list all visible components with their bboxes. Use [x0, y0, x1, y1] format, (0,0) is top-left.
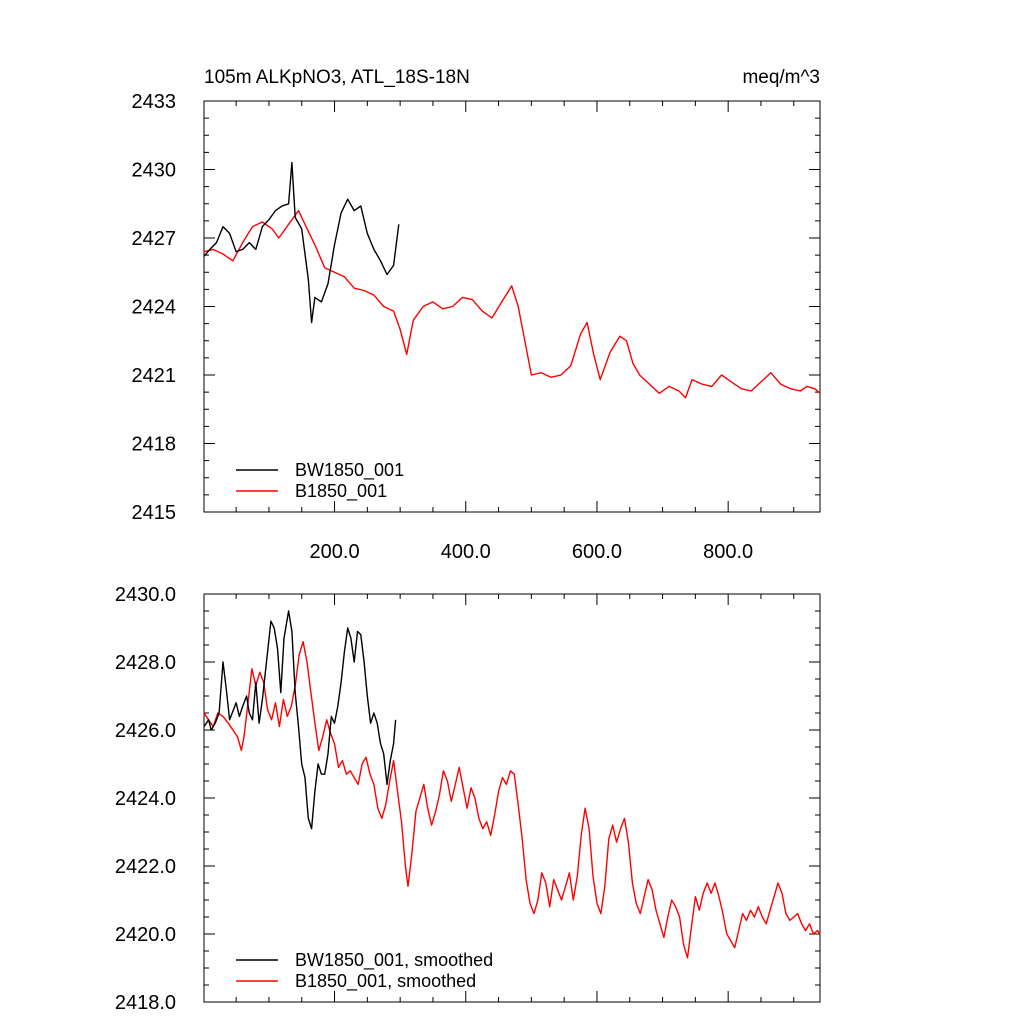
- x-tick-label: 800.0: [703, 541, 753, 563]
- plot-frame: [203, 100, 821, 513]
- x-tick-label: 400.0: [441, 541, 491, 563]
- plot-frame: [203, 593, 821, 1003]
- chart-title: 105m ALKpNO3, ATL_18S-18N: [204, 67, 470, 88]
- y-tick-label: 2430.0: [115, 584, 176, 606]
- bottom-panel: 2418.0 2420.0 2422.0 2424.0 2426.0 2428.0 2430…: [115, 584, 821, 1014]
- legend-label: B1850_001: [295, 481, 387, 502]
- y-tick-label: 2418: [132, 434, 177, 456]
- y-tick-label: 2430: [132, 160, 177, 182]
- x-tick-label: 600.0: [572, 541, 622, 563]
- legend-label: BW1850_001: [295, 460, 404, 481]
- x-tick-label: 200.0: [310, 541, 360, 563]
- y-tick-label: 2422.0: [115, 856, 176, 878]
- y-tick-label: 2427: [132, 228, 177, 250]
- series-line-bw1850: [203, 161, 400, 324]
- series-line-b1850: [203, 640, 821, 959]
- y-tick-label: 2428.0: [115, 652, 176, 674]
- y-tick-label: 2426.0: [115, 720, 176, 742]
- y-tick-label: 2418.0: [115, 992, 176, 1014]
- y-tick-label: 2424: [132, 297, 177, 319]
- top-panel: 200.0 400.0 600.0 800.0 2415 2418 2421 2424 2427…: [132, 91, 821, 563]
- series-line-b1850: [203, 209, 821, 399]
- series-line-bw1850: [203, 610, 397, 830]
- y-tick-label: 2424.0: [115, 788, 176, 810]
- units-label: meq/m^3: [742, 67, 820, 88]
- y-tick-label: 2420.0: [115, 924, 176, 946]
- y-tick-label: 2433: [132, 91, 177, 113]
- legend-label: B1850_001, smoothed: [295, 971, 476, 992]
- y-tick-label: 2421: [132, 365, 177, 387]
- legend-label: BW1850_001, smoothed: [295, 950, 493, 971]
- y-tick-label: 2415: [132, 502, 177, 524]
